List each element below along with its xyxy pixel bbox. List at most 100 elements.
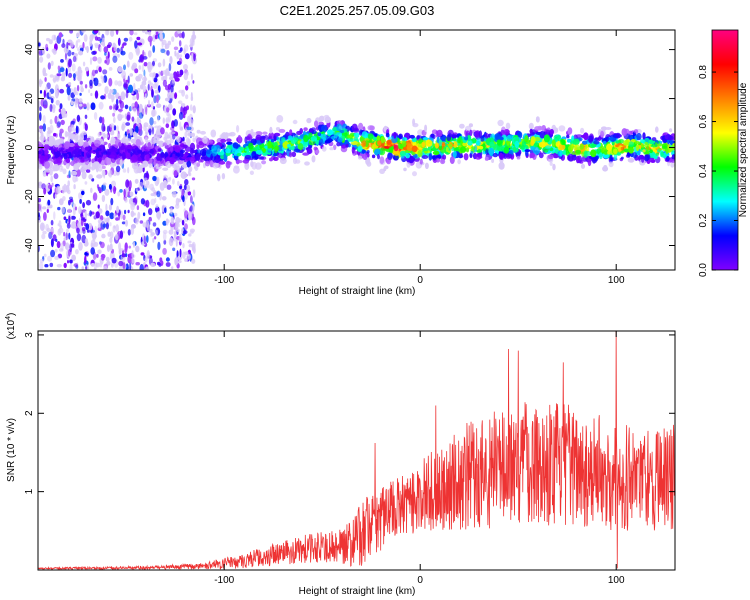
ridge-blob xyxy=(91,162,96,171)
ridge-blob xyxy=(567,127,573,135)
noise-blob xyxy=(128,51,134,60)
noise-blob xyxy=(121,123,125,131)
noise-blob xyxy=(53,132,57,137)
ridge-blob xyxy=(119,159,123,167)
noise-blob xyxy=(67,208,72,213)
noise-blob xyxy=(75,249,79,255)
noise-blob xyxy=(145,131,148,136)
noise-blob xyxy=(61,185,65,194)
ridge-blob xyxy=(379,168,385,174)
noise-blob xyxy=(118,248,122,255)
ridge-blob xyxy=(558,144,566,151)
ridge-blob xyxy=(545,145,552,150)
noise-blob xyxy=(94,44,99,49)
ridge-blob xyxy=(195,153,201,161)
noise-blob xyxy=(190,92,193,99)
noise-blob xyxy=(124,209,127,215)
ridge-blob xyxy=(386,139,392,145)
ridge-blob xyxy=(174,145,181,153)
noise-blob xyxy=(145,180,150,186)
noise-blob xyxy=(48,91,52,98)
noise-blob xyxy=(185,85,189,91)
ridge-blob xyxy=(651,137,657,141)
noise-blob xyxy=(76,114,81,122)
noise-blob xyxy=(162,79,167,87)
noise-blob xyxy=(171,79,175,84)
noise-blob xyxy=(46,53,51,59)
noise-blob xyxy=(58,108,62,113)
noise-blob xyxy=(192,189,196,198)
noise-blob xyxy=(173,71,178,79)
ridge-blob xyxy=(535,116,540,123)
noise-blob xyxy=(114,80,119,86)
noise-blob xyxy=(109,222,112,227)
noise-blob xyxy=(67,260,69,264)
ridge-blob xyxy=(96,150,99,156)
snr-y-label: SNR (10 * v/v) xyxy=(6,418,17,482)
colorbar-tick-label: 0.0 xyxy=(698,263,709,277)
noise-blob xyxy=(97,167,103,172)
ridge-blob xyxy=(671,154,675,161)
ridge-blob xyxy=(642,149,646,153)
colorbar-label: Normalized spectral amplitude xyxy=(738,82,749,217)
noise-blob xyxy=(127,84,134,94)
noise-blob xyxy=(97,204,100,209)
noise-blob xyxy=(134,178,139,184)
noise-blob xyxy=(51,182,54,187)
noise-blob xyxy=(124,104,129,110)
noise-blob xyxy=(187,191,192,196)
noise-blob xyxy=(174,50,177,57)
noise-blob xyxy=(140,198,145,205)
ridge-blob xyxy=(641,155,645,163)
noise-blob xyxy=(59,128,64,134)
ridge-blob xyxy=(445,146,449,153)
ridge-blob xyxy=(179,149,186,154)
noise-blob xyxy=(63,231,66,237)
noise-blob xyxy=(156,176,160,185)
noise-blob xyxy=(142,49,145,57)
ridge-blob xyxy=(587,158,592,167)
ridge-blob xyxy=(287,144,291,148)
noise-blob xyxy=(113,185,116,195)
noise-blob xyxy=(66,86,71,96)
ridge-blob xyxy=(646,145,650,152)
ridge-blob xyxy=(169,131,176,135)
noise-blob xyxy=(125,90,129,99)
ridge-blob xyxy=(212,162,219,169)
ridge-blob xyxy=(153,136,160,142)
noise-blob xyxy=(108,67,113,71)
noise-blob xyxy=(123,64,126,71)
ridge-blob xyxy=(290,145,296,151)
noise-blob xyxy=(79,198,82,204)
noise-blob xyxy=(86,45,89,54)
noise-blob xyxy=(128,245,132,249)
ridge-blob xyxy=(304,161,310,166)
noise-blob xyxy=(39,258,44,263)
ridge-blob xyxy=(85,151,89,159)
ridge-blob xyxy=(210,129,217,138)
noise-blob xyxy=(152,175,157,182)
noise-blob xyxy=(61,206,65,214)
noise-blob xyxy=(46,227,51,233)
noise-blob xyxy=(142,180,145,186)
noise-blob xyxy=(147,83,150,91)
noise-blob xyxy=(106,44,111,49)
noise-blob xyxy=(76,233,82,242)
noise-blob xyxy=(171,191,177,198)
noise-blob xyxy=(168,62,172,72)
noise-blob xyxy=(144,93,147,99)
ridge-blob xyxy=(653,155,658,160)
ridge-blob xyxy=(499,153,505,160)
ridge-blob xyxy=(417,143,423,148)
noise-blob xyxy=(90,92,93,97)
ridge-blob xyxy=(225,148,231,154)
y-tick-label: -20 xyxy=(24,189,35,204)
ridge-blob xyxy=(248,142,254,150)
noise-blob xyxy=(191,241,196,250)
noise-blob xyxy=(143,69,146,77)
noise-blob xyxy=(84,210,87,220)
noise-blob xyxy=(58,32,63,38)
noise-blob xyxy=(178,40,182,47)
noise-blob xyxy=(173,230,177,240)
noise-blob xyxy=(109,105,113,110)
